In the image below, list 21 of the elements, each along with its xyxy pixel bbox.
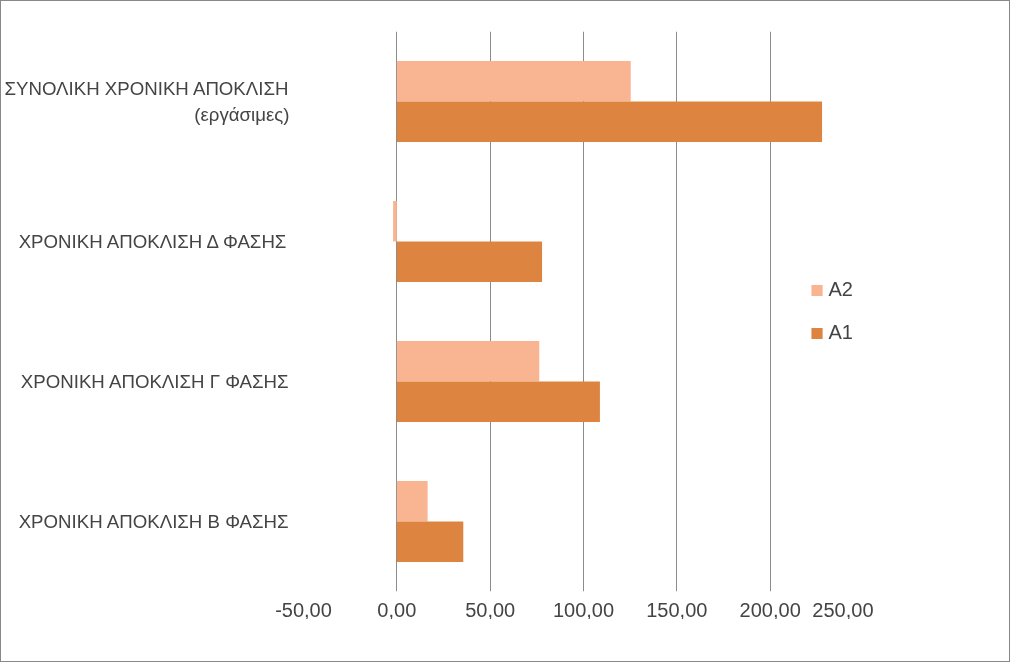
x-tick-label: 0,00 [377, 598, 417, 621]
bar [396, 340, 540, 382]
y-tick-label: ΧΡΟΝΙΚΗ ΑΠΟΚΛΙΣΗ Β ΦΑΣΗΣ [18, 511, 289, 532]
legend-label: A2 [828, 278, 853, 301]
y-tick-label: ΧΡΟΝΙΚΗ ΑΠΟΚΛΙΣΗ Γ ΦΑΣΗΣ [20, 371, 289, 392]
x-tick-label: 200,00 [739, 598, 801, 621]
bar [393, 200, 397, 242]
bar [396, 381, 600, 423]
bar [396, 101, 823, 143]
bar [396, 241, 543, 283]
x-tick-label: 100,00 [552, 598, 615, 621]
legend-label: A1 [828, 321, 853, 344]
x-tick-label: -50,00 [275, 598, 332, 621]
y-tick-label: ΣΥΝΟΛΙΚΗ ΧΡΟΝΙΚΗ ΑΠΟΚΛΙΣΗ (εργάσιμες) [4, 78, 290, 125]
x-tick-label: 50,00 [465, 598, 516, 621]
bar [396, 60, 631, 102]
x-tick-label: 150,00 [646, 598, 708, 621]
bar [396, 521, 464, 563]
y-tick-label: ΧΡΟΝΙΚΗ ΑΠΟΚΛΙΣΗ Δ ΦΑΣΗΣ [18, 231, 287, 252]
bar [396, 480, 428, 522]
x-tick-label: 250,00 [812, 598, 874, 621]
